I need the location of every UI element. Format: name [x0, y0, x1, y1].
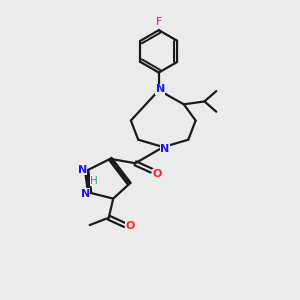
- Text: H: H: [90, 176, 98, 186]
- Text: N: N: [156, 84, 165, 94]
- Text: O: O: [126, 221, 135, 231]
- Text: O: O: [152, 169, 161, 179]
- Text: N: N: [81, 189, 90, 199]
- Text: N: N: [78, 165, 87, 175]
- Text: F: F: [156, 17, 162, 27]
- Text: N: N: [160, 143, 169, 154]
